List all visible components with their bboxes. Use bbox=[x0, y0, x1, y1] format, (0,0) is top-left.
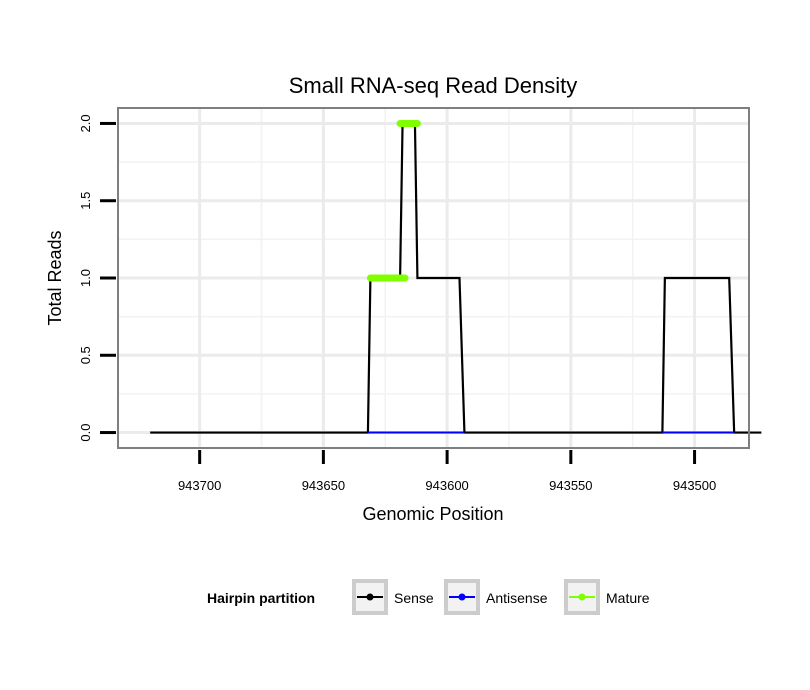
y-tick-label: 1.5 bbox=[78, 192, 93, 210]
x-tick-label: 943600 bbox=[425, 478, 468, 493]
x-tick-label: 943700 bbox=[178, 478, 221, 493]
x-axis: 943700 943650 943600 943550 943500 bbox=[178, 450, 716, 493]
legend-label-sense: Sense bbox=[394, 590, 434, 606]
y-tick-label: 0.0 bbox=[78, 424, 93, 442]
chart-title: Small RNA-seq Read Density bbox=[289, 73, 578, 98]
y-tick-label: 1.0 bbox=[78, 269, 93, 287]
y-axis-label: Total Reads bbox=[45, 230, 65, 325]
legend: Hairpin partition Sense Antisense Mature bbox=[207, 579, 650, 615]
legend-dot-sense bbox=[366, 593, 374, 601]
legend-dot-mature bbox=[578, 593, 586, 601]
x-axis-label: Genomic Position bbox=[362, 504, 503, 524]
y-tick-label: 0.5 bbox=[78, 346, 93, 364]
x-tick-label: 943550 bbox=[549, 478, 592, 493]
legend-label-antisense: Antisense bbox=[486, 590, 548, 606]
legend-dot-antisense bbox=[458, 593, 466, 601]
y-axis: 0.0 0.5 1.0 1.5 2.0 bbox=[78, 114, 116, 442]
x-tick-label: 943500 bbox=[673, 478, 716, 493]
y-tick-label: 2.0 bbox=[78, 114, 93, 132]
series-layer bbox=[150, 119, 762, 434]
legend-label-mature: Mature bbox=[606, 590, 650, 606]
x-tick-label: 943650 bbox=[302, 478, 345, 493]
plot-border bbox=[117, 107, 750, 449]
legend-title: Hairpin partition bbox=[207, 590, 315, 606]
